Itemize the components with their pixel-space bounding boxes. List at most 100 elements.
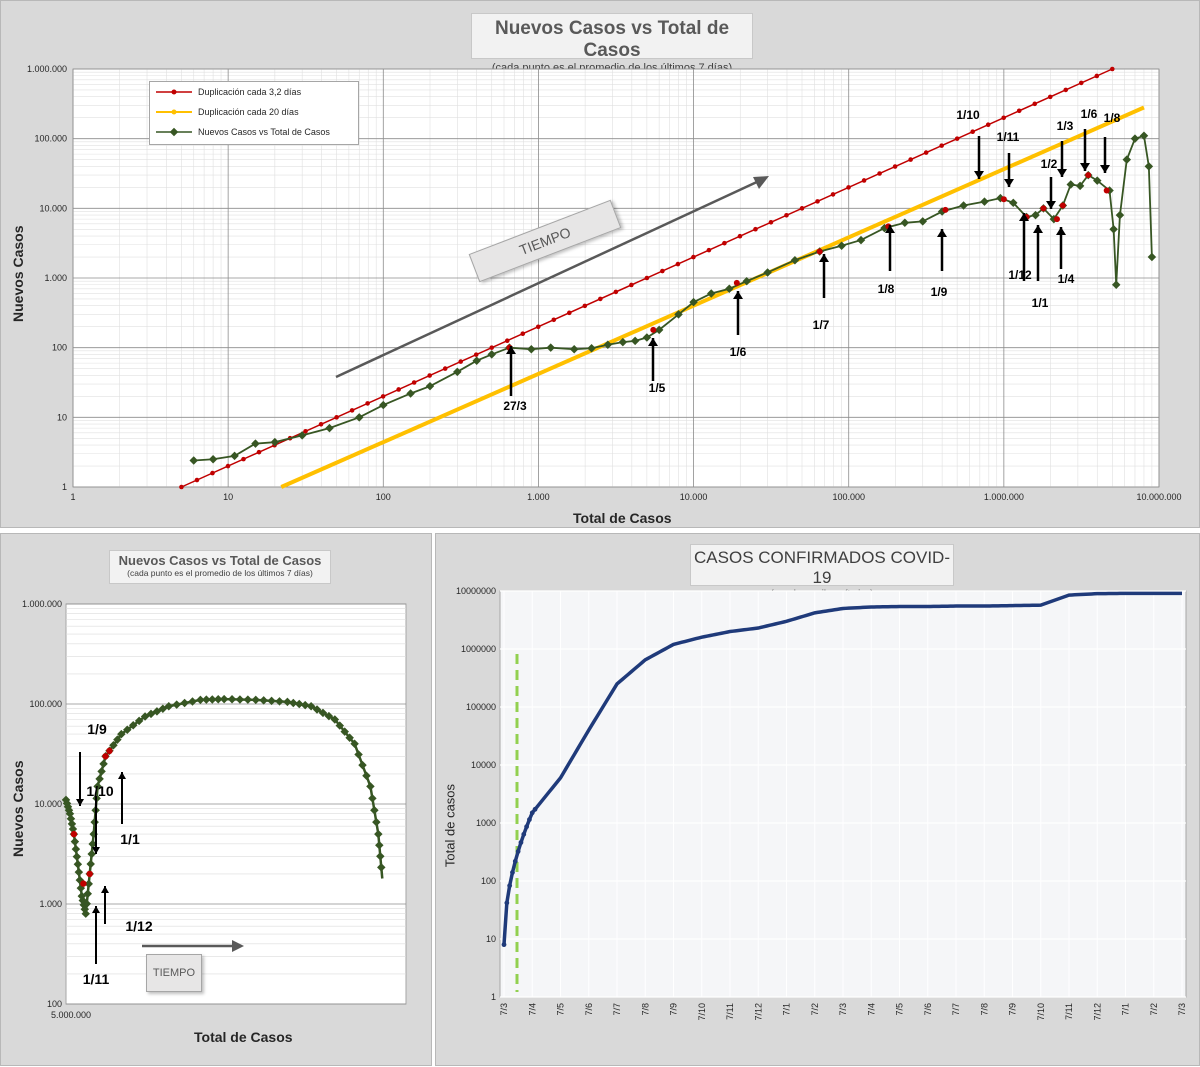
series-red-point [954,136,960,141]
x-tick-label: 7/11 [1064,1003,1074,1020]
annotation-label: 1/4 [1058,272,1075,286]
top-chart-title-box: Nuevos Casos vs Total de Casos (cada pun… [471,13,753,74]
left-chart-title-box: Nuevos Casos vs Total de Casos (cada pun… [109,550,331,584]
tiempo-arrow-head [753,176,769,189]
series-green-point [1111,280,1121,289]
legend-item-yellow: Duplicación cada 20 días [156,106,299,118]
annotation-arrow-head [1019,213,1029,221]
series-green-point [453,367,462,377]
series-green-point [587,344,596,353]
left-series-green-point [117,729,126,739]
top-chart-svg: 1 10 100 1.000 10.000 100.000 1.000.000 10.000.… [27,64,1182,502]
left-series-green-point [340,727,349,736]
series-red-point [768,219,774,225]
y-tick-label: 100 [52,343,67,353]
series-red-point [473,352,479,357]
left-series-green-point [372,817,381,827]
left-series-green-point [74,867,84,877]
series-red-point [908,157,913,162]
right-chart-svg: 1 10 100 1000 10000 100000 1000000 10000000 7/3 7… [456,586,1187,1021]
x-tick-label: 7/10 [1036,1003,1046,1021]
series-red-point [830,192,836,197]
series-red-point [1063,87,1069,93]
left-series-green-point [70,837,80,846]
series-green-point [569,344,579,354]
series-navy-point [518,840,524,845]
series-green-point [689,297,698,307]
series-red-point [396,387,401,392]
left-chart-svg: 100 1.000 10.000 100.000 1.000.000 5.000.000 1… [22,599,407,1020]
series-red-point [598,296,603,302]
x-tick-label: 7/6 [923,1003,933,1016]
left-series-green-point [71,844,81,854]
series-green-point [763,268,772,277]
annotation-label: 1/3 [1057,119,1074,133]
series-navy-point [515,849,521,854]
x-tick-label: 7/5 [895,1003,905,1016]
left-annotation-arrow-head [76,799,84,806]
series-red-point [815,199,820,204]
left-chart-xlabel: Total de Casos [194,1029,293,1045]
series-red-point [660,268,665,274]
x-tick-label: 1.000 [527,492,550,502]
series-red-point [582,303,588,309]
left-series-green-point [164,701,174,711]
series-red-point [380,394,386,399]
month-marker-point [1040,205,1047,212]
x-tick-label: 7/9 [1008,1003,1018,1016]
left-series-green-point [152,707,162,716]
series-green-point [325,423,334,433]
series-red-point [892,164,898,169]
annotation-arrow-head [1046,201,1056,209]
annotation-arrow-head [937,229,947,237]
series-red-point [985,122,991,128]
x-tick-label: 7/4 [866,1003,876,1016]
series-green-point [230,451,239,461]
left-series-green-point [312,705,322,714]
series-red-point [1001,115,1006,121]
series-red-point [737,233,743,239]
left-annotation-arrow-head [92,847,100,854]
y-tick-label: 1.000 [39,899,62,909]
left-series-green-point [283,697,292,707]
series-red-point [970,129,975,134]
x-tick-label: 7/4 [527,1003,537,1016]
y-tick-label: 10.000 [39,203,67,213]
series-red-point [675,261,681,267]
month-marker-point [816,248,823,255]
series-green-point [618,337,628,347]
right-chart-ylabel: Total de casos [442,783,458,868]
left-chart-title: Nuevos Casos vs Total de Casos [118,553,322,568]
left-annotation-label: 1/10 [86,783,113,799]
top-chart-ylabel: Nuevos Casos [10,225,26,322]
series-green-point [189,456,198,465]
left-series-green-point [350,739,359,749]
x-tick-label: 10.000 [680,492,708,502]
y-tick-label: 10.000 [34,799,62,809]
series-red-point [303,428,308,434]
y-tick-label: 1.000.000 [22,599,62,609]
legend-label-red: Duplicación cada 3,2 días [198,87,302,97]
x-tick-label: 7/2 [810,1003,820,1016]
top-chart-title: Nuevos Casos vs Total de Casos [494,18,730,61]
series-red-point [1016,108,1022,114]
x-tick-label: 7/2 [1149,1003,1159,1016]
left-series-green-point [146,709,156,719]
series-green-point [642,333,652,342]
top-chart-legend: Duplicación cada 3,2 días Duplicación ca… [149,81,359,145]
left-series-green-point [140,712,150,721]
x-tick-label: 7/10 [697,1003,707,1021]
left-annotation-arrow-head [101,886,109,893]
left-series-green-point [275,697,284,706]
left-series-green-point [267,696,276,706]
left-series-green-point [370,806,379,815]
x-tick-label: 7/9 [669,1003,679,1016]
y-tick-label: 100.000 [34,134,67,144]
series-navy-point [524,824,529,830]
series-navy-point [507,883,513,889]
annotation-arrow-head [506,346,516,354]
series-green-point [742,276,751,286]
series-navy-point [501,942,507,948]
series-green-point [707,289,716,298]
series-green-point [472,356,481,365]
